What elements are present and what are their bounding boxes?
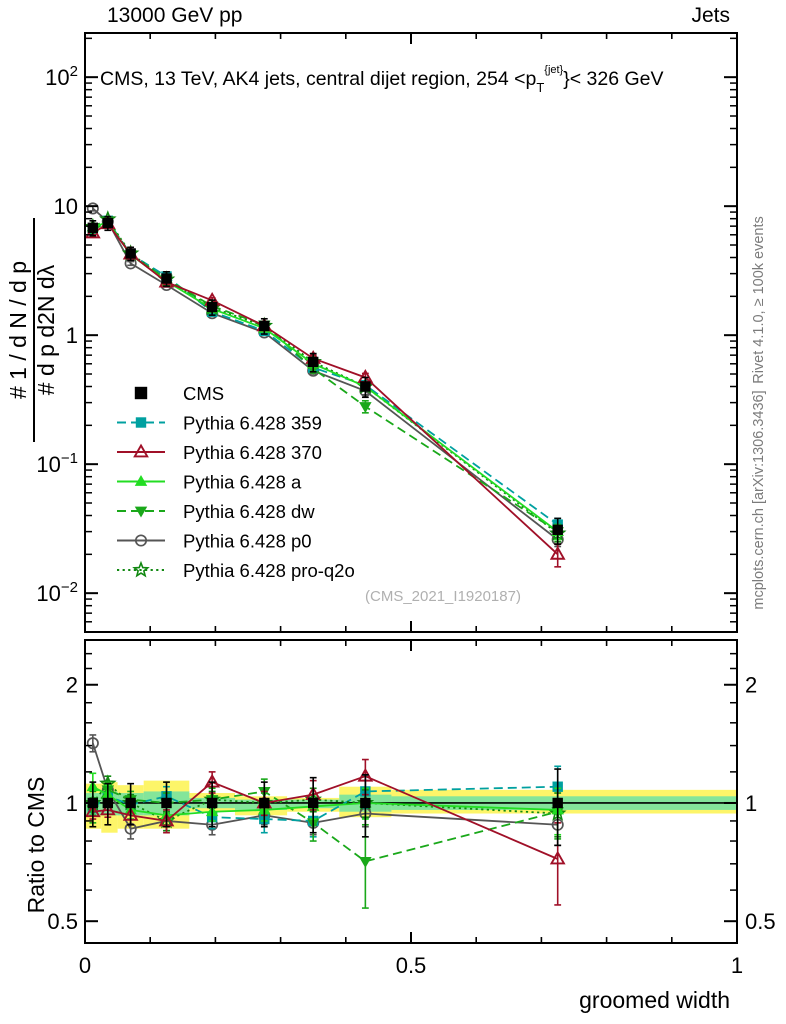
data-marker bbox=[125, 797, 136, 809]
rivet-version-label: Rivet 4.1.0, ≥ 100k events bbox=[751, 216, 767, 384]
y-tick-label: 102 bbox=[45, 63, 78, 90]
data-marker bbox=[552, 797, 563, 809]
data-marker bbox=[161, 797, 172, 809]
data-marker bbox=[259, 320, 270, 332]
ratio-y-tick-label: 2 bbox=[66, 673, 78, 698]
data-marker bbox=[86, 737, 99, 750]
legend-label: Pythia 6.428 pro-q2o bbox=[183, 560, 355, 581]
data-marker bbox=[134, 534, 148, 547]
data-marker bbox=[360, 797, 371, 809]
legend-label: Pythia 6.428 dw bbox=[183, 501, 315, 522]
mcplots-credit-label: mcplots.cern.ch [arXiv:1306.3436] bbox=[751, 390, 767, 609]
ratio-y-tick-label-right: 2 bbox=[745, 673, 757, 698]
legend-entry-pythia-6-428-370[interactable]: Pythia 6.428 370 bbox=[117, 442, 322, 463]
series-pythia-6-428-a bbox=[86, 215, 564, 541]
legend-entry-pythia-6-428-dw[interactable]: Pythia 6.428 dw bbox=[117, 501, 315, 522]
y-tick-label: 10−1 bbox=[36, 450, 78, 477]
data-marker bbox=[206, 301, 218, 313]
data-marker bbox=[102, 797, 114, 809]
header-right: Jets bbox=[691, 4, 730, 27]
legend-entry-pythia-6-428-pro-q2o[interactable]: Pythia 6.428 pro-q2o bbox=[117, 560, 355, 581]
legend-entry-pythia-6-428-p0[interactable]: Pythia 6.428 p0 bbox=[117, 531, 312, 552]
series-pythia-6-428-dw bbox=[86, 217, 564, 541]
ratio-y-tick-label: 1 bbox=[66, 791, 78, 816]
series-cms bbox=[87, 215, 563, 545]
data-marker bbox=[134, 475, 148, 486]
data-marker bbox=[134, 506, 148, 518]
data-marker bbox=[549, 850, 566, 865]
y-label-denominator: # d p d2N dλ bbox=[33, 264, 59, 395]
data-marker bbox=[134, 386, 148, 400]
x-axis-label: groomed width bbox=[579, 987, 730, 1013]
legend-label: CMS bbox=[183, 383, 224, 404]
y-tick-label: 10−2 bbox=[36, 579, 78, 606]
series-line bbox=[92, 782, 558, 822]
legend-label: Pythia 6.428 p0 bbox=[183, 531, 312, 552]
data-marker bbox=[132, 560, 150, 578]
series-pythia-6-428-359 bbox=[87, 215, 563, 533]
y-tick-label: 10 bbox=[54, 194, 78, 219]
data-marker bbox=[133, 443, 149, 458]
data-marker bbox=[102, 217, 114, 229]
ratio-y-ticks bbox=[85, 652, 737, 923]
x-tick-label: 1 bbox=[731, 953, 743, 978]
data-marker bbox=[259, 797, 270, 809]
data-marker bbox=[308, 356, 319, 368]
ratio-y-tick-label-right: 1 bbox=[745, 791, 757, 816]
legend-label: Pythia 6.428 370 bbox=[183, 442, 322, 463]
data-marker bbox=[549, 545, 566, 560]
ratio-y-tick-label: 0.5 bbox=[47, 909, 78, 934]
series-pythia-6-428-p0 bbox=[86, 202, 564, 548]
legend-entry-cms[interactable]: CMS bbox=[134, 383, 224, 404]
data-marker bbox=[359, 856, 372, 868]
y-label-numerator: # 1 / d N / d p bbox=[5, 261, 31, 399]
legend-entry-pythia-6-428-359[interactable]: Pythia 6.428 359 bbox=[117, 413, 322, 434]
data-marker bbox=[359, 402, 372, 413]
legend-entry-pythia-6-428-a[interactable]: Pythia 6.428 a bbox=[117, 472, 302, 493]
x-tick-label: 0.5 bbox=[396, 953, 427, 978]
analysis-id-watermark: (CMS_2021_I1920187) bbox=[365, 588, 521, 605]
header-left: 13000 GeV pp bbox=[107, 4, 242, 27]
data-marker bbox=[87, 222, 99, 233]
data-marker bbox=[125, 248, 136, 259]
data-marker bbox=[552, 524, 563, 535]
data-marker bbox=[308, 797, 319, 809]
ratio-y-axis-label: Ratio to CMS bbox=[23, 777, 49, 914]
x-ticks bbox=[84, 640, 738, 943]
legend-label: Pythia 6.428 a bbox=[183, 472, 302, 493]
series-pythia-6-428-370 bbox=[84, 215, 566, 568]
legend-label: Pythia 6.428 359 bbox=[183, 413, 322, 434]
x-ticks bbox=[84, 33, 738, 632]
data-marker bbox=[161, 273, 172, 284]
data-marker bbox=[206, 797, 218, 809]
ratio-y-tick-label-right: 0.5 bbox=[745, 909, 776, 934]
main-y-axis-label: # 1 / d N / d p # d p d2N dλ bbox=[5, 218, 59, 442]
series-pythia-6-428-pro-q2o bbox=[84, 210, 567, 543]
main-y-ticks bbox=[85, 37, 737, 633]
y-tick-label: 1 bbox=[66, 323, 78, 348]
data-marker bbox=[360, 381, 371, 392]
data-marker bbox=[86, 202, 99, 215]
data-marker bbox=[135, 417, 147, 428]
x-tick-label: 0 bbox=[79, 953, 91, 978]
plot-title: CMS, 13 TeV, AK4 jets, central dijet reg… bbox=[100, 64, 664, 95]
